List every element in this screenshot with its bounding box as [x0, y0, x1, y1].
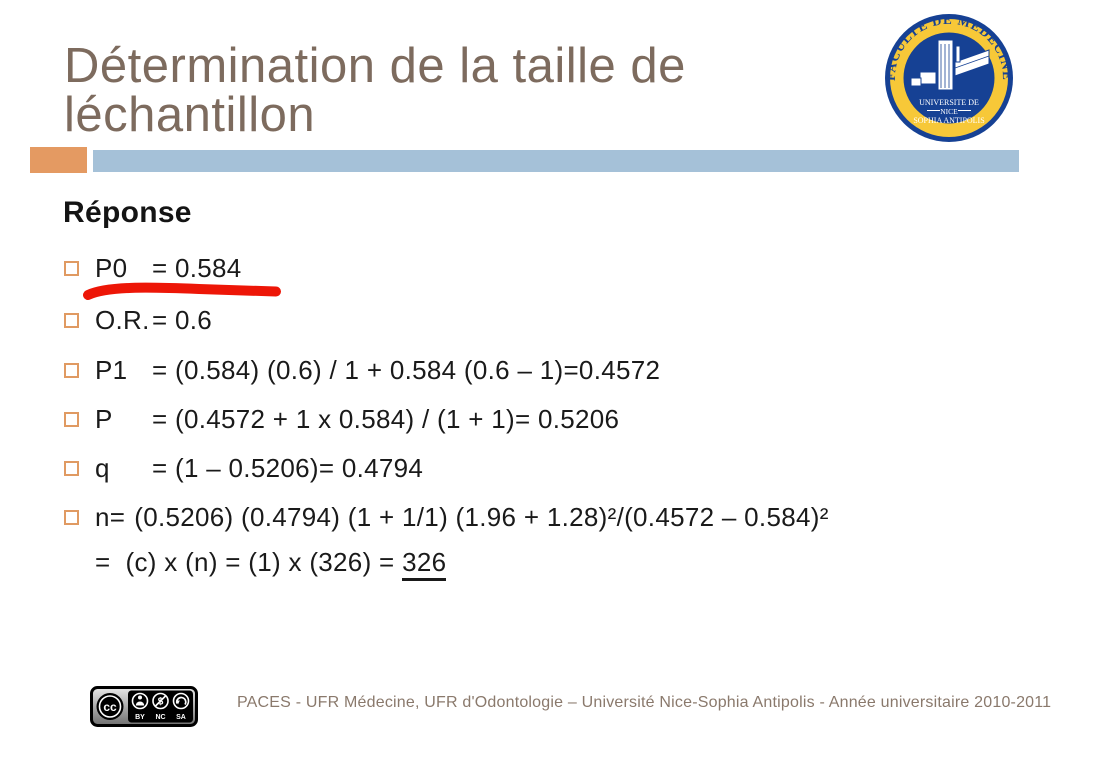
- formula-label: O.R.: [95, 305, 150, 335]
- formula-label: P1: [95, 355, 128, 385]
- answer-heading: Réponse: [63, 196, 192, 229]
- result-prefix: = (c) x (n) = (1) x (326) =: [95, 547, 403, 577]
- formula-text: = (0.4572 + 1 x 0.584) / (1 + 1)= 0.5206: [152, 404, 620, 434]
- bullet-square-icon: [64, 412, 79, 427]
- bullet-item-p: P = (0.4572 + 1 x 0.584) / (1 + 1)= 0.52…: [64, 404, 619, 435]
- bullet-square-icon: [64, 363, 79, 378]
- faculty-logo: FACULTE DE MEDECINE UNIVERSITE DE NICE: [883, 12, 1015, 144]
- bullet-square-icon: [64, 261, 79, 276]
- bullet-square-icon: [64, 510, 79, 525]
- footer-credit-text: PACES - UFR Médecine, UFR d'Odontologie …: [237, 694, 1052, 711]
- bullet-item-q: q = (1 – 0.5206)= 0.4794: [64, 453, 423, 484]
- slide-title: Détermination de la taille de léchantill…: [64, 39, 864, 143]
- formula-label: P: [95, 404, 113, 434]
- formula-label: P0: [95, 253, 128, 283]
- cc-letters: cc: [103, 700, 117, 714]
- svg-text:$: $: [158, 697, 164, 708]
- formula-label: n=: [95, 502, 126, 532]
- bullet-item-p0: P0 = 0.584: [64, 253, 242, 284]
- result-value: 326: [402, 547, 447, 581]
- accent-bar-blue: [93, 150, 1019, 172]
- bullet-square-icon: [64, 461, 79, 476]
- formula-label: q: [95, 453, 110, 483]
- formula-text: = 0.584: [152, 253, 242, 283]
- bullet-square-icon: [64, 313, 79, 328]
- cc-by-nc-sa-icon: cc $ BY NC SA: [90, 686, 198, 727]
- accent-bar-orange: [30, 147, 87, 173]
- bullet-item-or: O.R. = 0.6: [64, 305, 212, 336]
- slide-title-line2: léchantillon: [64, 88, 316, 143]
- formula-text: (0.5206) (0.4794) (1 + 1/1) (1.96 + 1.28…: [134, 502, 829, 532]
- building-illustration-icon: [910, 39, 990, 91]
- bullet-item-p1: P1 = (0.584) (0.6) / 1 + 0.584 (0.6 – 1)…: [64, 355, 660, 386]
- logo-university-text: UNIVERSITE DE NICE SOPHIA ANTIPOLIS: [913, 98, 984, 125]
- red-underline-annotation: [79, 281, 285, 305]
- logo-line2: NICE: [940, 107, 958, 116]
- cc-term-sa: SA: [176, 714, 186, 721]
- cc-license-badge: cc $ BY NC SA: [90, 686, 198, 727]
- formula-text: = (0.584) (0.6) / 1 + 0.584 (0.6 – 1)=0.…: [152, 355, 661, 385]
- formula-text: = 0.6: [152, 305, 213, 335]
- faculty-seal-icon: FACULTE DE MEDECINE UNIVERSITE DE NICE: [883, 12, 1014, 142]
- slide-title-line1: Détermination de la taille de: [64, 39, 686, 93]
- bullet-item-n: n= (0.5206) (0.4794) (1 + 1/1) (1.96 + 1…: [64, 502, 829, 533]
- formula-text: = (1 – 0.5206)= 0.4794: [152, 453, 424, 483]
- red-marker-stroke-icon: [83, 282, 281, 300]
- cc-term-nc: NC: [155, 714, 165, 721]
- logo-line1: UNIVERSITE DE: [919, 98, 979, 107]
- cc-term-by: BY: [135, 714, 145, 721]
- logo-line3: SOPHIA ANTIPOLIS: [913, 116, 984, 125]
- result-line: = (c) x (n) = (1) x (326) = 326: [95, 547, 447, 581]
